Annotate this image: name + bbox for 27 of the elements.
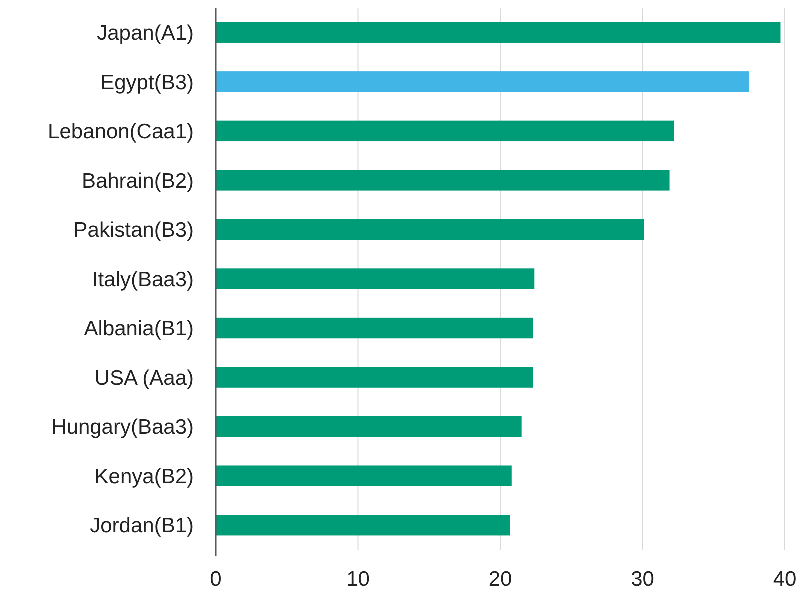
bar — [216, 22, 781, 43]
bar — [216, 170, 670, 191]
y-tick-label: Albania(B1) — [84, 318, 194, 341]
y-tick-label: Kenya(B2) — [94, 465, 194, 488]
x-tick-label: 40 — [773, 568, 797, 591]
y-tick-label: Lebanon(Caa1) — [48, 120, 194, 144]
bar — [216, 120, 674, 142]
x-tick-label: 20 — [488, 568, 512, 591]
bar — [216, 268, 535, 290]
x-tick-label: 0 — [210, 568, 222, 591]
x-tick-label: 10 — [346, 568, 370, 591]
bar — [216, 515, 510, 536]
bar — [216, 367, 534, 388]
bar — [216, 416, 522, 438]
y-tick-label: Pakistan(B3) — [74, 219, 194, 242]
bar — [216, 72, 750, 92]
y-tick-label: Japan(A1) — [97, 22, 194, 45]
bar — [216, 466, 512, 486]
y-tick-label: Egypt(B3) — [100, 71, 194, 94]
x-tick-label: 30 — [631, 568, 654, 591]
bar — [216, 219, 644, 240]
y-tick-label: Hungary(Baa3) — [52, 416, 194, 440]
bar — [216, 318, 534, 339]
y-tick-label: Italy(Baa3) — [92, 268, 194, 292]
y-tick-label: Jordan(B1) — [90, 514, 194, 538]
y-tick-label: USA (Aaa) — [94, 366, 194, 390]
y-tick-label: Bahrain(B2) — [82, 170, 194, 193]
